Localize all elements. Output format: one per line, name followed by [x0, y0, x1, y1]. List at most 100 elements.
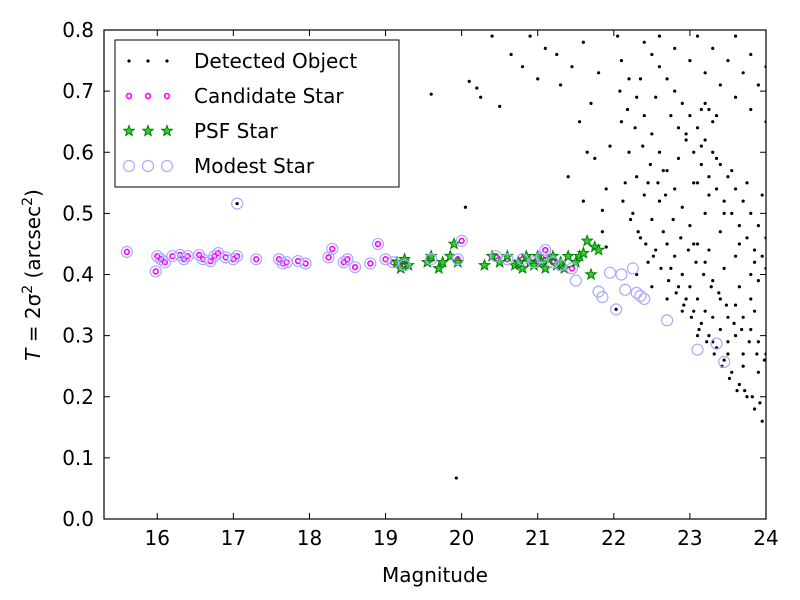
detected-object-point [699, 107, 703, 112]
detected-object-point [650, 52, 654, 57]
detected-object-point [646, 181, 650, 185]
legend-marker-modest-star [141, 159, 155, 173]
detected-object-point [596, 71, 601, 75]
modest-star-point [151, 250, 164, 263]
detected-object-point [722, 266, 726, 270]
psf-star-point [447, 237, 461, 250]
detected-object-point [688, 113, 692, 118]
y-axis-label-sup: 2 [20, 285, 36, 294]
detected-object-point [703, 71, 707, 75]
detected-object-point [733, 254, 738, 258]
detected-object-point [709, 285, 713, 289]
modest-star-point [349, 261, 362, 274]
detected-object-point [727, 376, 732, 381]
detected-object-point [752, 309, 757, 313]
detected-object-point [692, 150, 696, 154]
detected-object-point [673, 89, 677, 93]
modest-star-point [227, 253, 240, 266]
modest-star-point [398, 259, 411, 272]
detected-object-point [703, 260, 707, 264]
legend-marker-modest-star [122, 159, 136, 173]
psf-star-point [477, 258, 492, 271]
detected-object-point [686, 248, 690, 252]
detected-object-point [749, 211, 753, 215]
detected-object-point [635, 175, 639, 179]
detected-object-point [665, 168, 669, 173]
detected-object-point [707, 334, 711, 338]
psf-star-point [424, 249, 438, 262]
detected-object-point [616, 34, 620, 38]
detected-object-point [711, 150, 715, 154]
detected-object-point [651, 254, 655, 258]
detected-object-point [694, 260, 698, 264]
detected-object-point [635, 95, 639, 99]
modest-star-point [322, 251, 335, 264]
detected-object-point [498, 104, 502, 109]
detected-object-point [657, 150, 662, 154]
detected-object-point [695, 181, 700, 185]
detected-object-point [703, 101, 707, 105]
psf-star-point [584, 267, 598, 281]
detected-object-point [628, 217, 633, 222]
detected-object-point [570, 65, 574, 69]
detected-object-point [741, 315, 745, 319]
detected-object-point [707, 248, 711, 252]
legend-item-psf-star: PSF Star [122, 119, 278, 143]
legend-item-candidate-star: Candidate Star [125, 84, 344, 108]
detected-object-point [750, 395, 754, 399]
y-axis-label-eq: = 2σ [21, 293, 45, 348]
psf-star-point [561, 249, 575, 262]
detected-object-point [490, 34, 494, 38]
detected-object-point [733, 34, 738, 38]
modest-star-point [634, 289, 647, 302]
legend-marker-candidate-star [163, 92, 171, 100]
y-tick-label: 0.3 [62, 324, 94, 348]
modest-star-point [337, 256, 350, 269]
modest-star-point [291, 254, 305, 268]
detected-object-point [703, 138, 707, 142]
detected-object-point [555, 52, 559, 57]
psf-star-point [485, 249, 499, 262]
modest-star-point [539, 243, 552, 257]
detected-object-point [646, 260, 650, 264]
modest-star-point [691, 343, 704, 356]
modest-star-point [379, 253, 392, 266]
modest-star-point [326, 242, 339, 255]
detected-object-point [756, 83, 760, 87]
detected-object-point [722, 358, 726, 362]
detected-object-point [581, 40, 585, 44]
detected-object-point [661, 168, 665, 173]
legend-marker-psf-star [160, 124, 174, 137]
x-tick-label: 16 [145, 526, 170, 550]
detected-object-point [635, 272, 639, 277]
psf-star-point [500, 249, 514, 262]
detected-object-point [711, 120, 715, 124]
modest-star-point [212, 247, 225, 260]
legend-marker-candidate-star [125, 92, 133, 100]
modest-star-point [250, 253, 263, 266]
detected-object-point [762, 358, 766, 362]
detected-object-point [730, 211, 734, 215]
x-tick-label: 20 [449, 526, 474, 550]
x-tick-label: 21 [525, 526, 550, 550]
detected-object-point [618, 89, 622, 93]
detected-object-point [673, 46, 677, 50]
y-axis-label-unit-sup: 2 [20, 197, 36, 206]
detected-object-point [676, 126, 681, 130]
y-tick-label: 0.7 [62, 79, 94, 103]
detected-object-point [642, 113, 646, 118]
detected-object-point [699, 162, 703, 167]
detected-object-point [593, 156, 597, 160]
detected-object-point [667, 279, 671, 283]
detected-object-point [760, 193, 764, 197]
detected-object-point [741, 364, 745, 368]
psf-star-point [397, 252, 412, 265]
legend-label-psf-star: PSF Star [194, 119, 278, 143]
detected-object-point [707, 107, 711, 112]
modest-star-point [596, 291, 609, 304]
detected-object-point [680, 101, 684, 105]
modest-star-point [425, 253, 438, 266]
detected-object-point [650, 217, 654, 222]
y-tick-label: 0.4 [62, 263, 94, 287]
detected-object-point [619, 58, 624, 63]
